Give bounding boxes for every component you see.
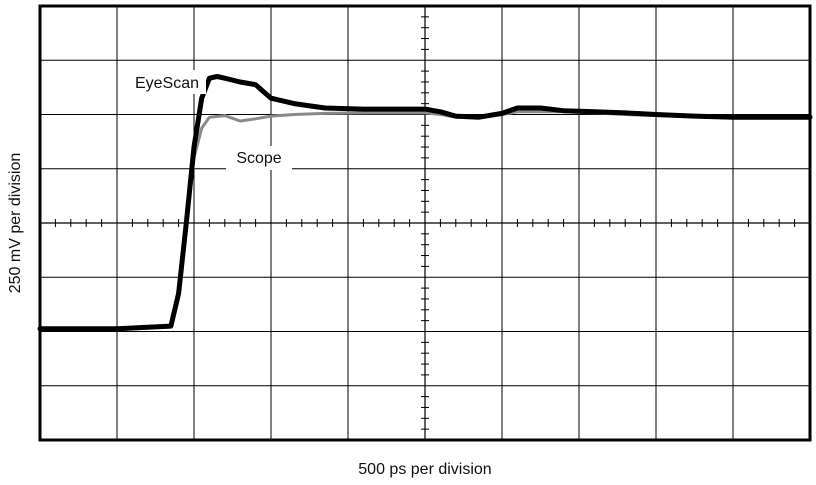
trace-eyescan [37,74,813,332]
label-background [226,146,292,170]
trace-labels: EyeScan Scope [128,70,292,170]
x-axis-label: 500 ps per division [358,461,491,478]
trace-label-scope: Scope [226,146,292,170]
traces [37,74,813,332]
label-background [128,70,206,94]
y-axis-label: 250 mV per division [7,153,24,294]
grid [40,6,810,440]
trace-label-eyescan: EyeScan [128,70,206,94]
label-scope-text: Scope [236,150,281,167]
center-axis-ticks [54,16,796,430]
label-eyescan-text: EyeScan [135,75,199,92]
